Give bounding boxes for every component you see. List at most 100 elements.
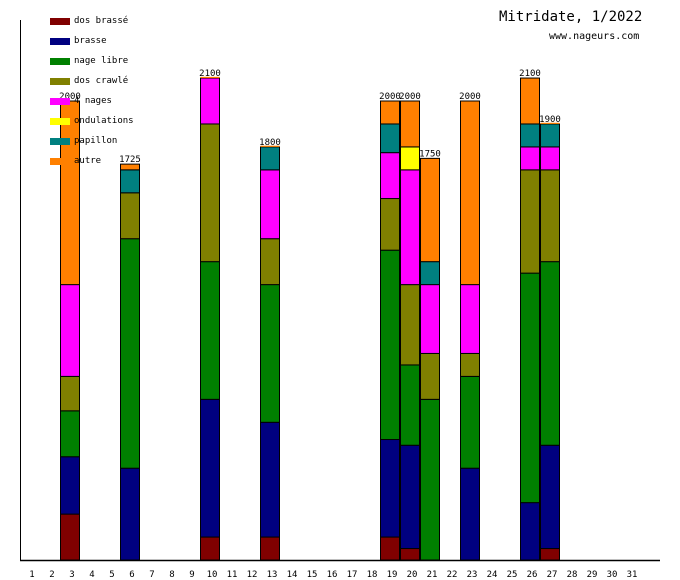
x-tick-label-11: 11 xyxy=(227,570,238,580)
x-tick-label-7: 7 xyxy=(149,570,154,580)
bar-segment-ondulations-day-19 xyxy=(400,146,420,171)
x-tick-label-10: 10 xyxy=(207,570,218,580)
bar-segment-dos-brassé-day-19 xyxy=(400,548,420,561)
bar-segment-nage-libre-day-2 xyxy=(60,410,80,458)
legend-label: autre xyxy=(74,156,102,166)
x-tick-label-29: 29 xyxy=(587,570,598,580)
x-tick-label-31: 31 xyxy=(627,570,638,580)
bars-layer xyxy=(60,76,560,561)
bar-segment-papillon-day-20 xyxy=(420,261,440,286)
bar-segment-brasse-day-18 xyxy=(380,439,400,538)
bar-segment-papillon-day-26 xyxy=(540,123,560,148)
bar-segment-papillon-day-18 xyxy=(380,123,400,154)
bar-segment-nage-libre-day-26 xyxy=(540,261,560,446)
bar-segment-4-nages-day-26 xyxy=(540,146,560,171)
bar-segment-papillon-day-5 xyxy=(120,169,140,194)
bar-segment-dos-crawlé-day-18 xyxy=(380,198,400,251)
bar-segment-nage-libre-day-18 xyxy=(380,249,400,441)
bar-segment-autre-day-20 xyxy=(420,157,440,263)
bar-segment-brasse-day-12 xyxy=(260,421,280,538)
x-tick-label-18: 18 xyxy=(367,570,378,580)
x-tick-label-14: 14 xyxy=(287,570,298,580)
legend-swatch xyxy=(50,138,70,145)
bar-segment-nage-libre-day-25 xyxy=(520,272,540,504)
legend-label: brasse xyxy=(74,36,107,46)
bar-segment-4-nages-day-12 xyxy=(260,169,280,240)
bar-segment-papillon-day-12 xyxy=(260,146,280,171)
bar-segment-dos-crawlé-day-26 xyxy=(540,169,560,263)
bar-segment-4-nages-day-9 xyxy=(200,77,220,125)
total-label-day-26: 1900 xyxy=(539,115,561,125)
bar-segment-autre-day-2 xyxy=(60,100,80,286)
bar-segment-dos-crawlé-day-5 xyxy=(120,192,140,240)
total-label-day-19: 2000 xyxy=(399,92,421,102)
bar-segment-brasse-day-26 xyxy=(540,444,560,550)
bar-segment-dos-crawlé-day-22 xyxy=(460,352,480,377)
total-label-day-5: 1725 xyxy=(119,155,141,165)
x-tick-label-19: 19 xyxy=(387,570,398,580)
bar-segment-nage-libre-day-22 xyxy=(460,375,480,469)
x-tick-label-23: 23 xyxy=(467,570,478,580)
legend-label: papillon xyxy=(74,136,118,146)
x-tick-label-27: 27 xyxy=(547,570,558,580)
bar-segment-dos-crawlé-day-12 xyxy=(260,238,280,286)
total-label-day-2: 2000 xyxy=(59,92,81,102)
legend-swatch xyxy=(50,18,70,25)
bar-segment-dos-crawlé-day-20 xyxy=(420,352,440,400)
bar-segment-dos-brassé-day-2 xyxy=(60,513,80,561)
bar-segment-nage-libre-day-9 xyxy=(200,261,220,400)
bar-segment-brasse-day-2 xyxy=(60,456,80,515)
x-tick-label-22: 22 xyxy=(447,570,458,580)
bar-segment-autre-day-18 xyxy=(380,100,400,125)
bar-segment-dos-crawlé-day-2 xyxy=(60,375,80,412)
x-tick-label-28: 28 xyxy=(567,570,578,580)
bar-segment-dos-crawlé-day-19 xyxy=(400,284,420,366)
total-label-day-18: 2000 xyxy=(379,92,401,102)
total-label-day-25: 2100 xyxy=(519,69,541,79)
x-tick-label-13: 13 xyxy=(267,570,278,580)
bar-segment-4-nages-day-22 xyxy=(460,284,480,354)
bar-segment-4-nages-day-2 xyxy=(60,284,80,377)
x-tick-label-24: 24 xyxy=(487,570,498,580)
total-label-day-20: 1750 xyxy=(419,149,441,159)
bar-segment-autre-day-19 xyxy=(400,100,420,148)
bar-segment-brasse-day-19 xyxy=(400,444,420,550)
bar-segment-dos-crawlé-day-9 xyxy=(200,123,220,263)
bar-segment-4-nages-day-18 xyxy=(380,152,400,200)
bar-segment-nage-libre-day-19 xyxy=(400,364,420,446)
bar-segment-4-nages-day-20 xyxy=(420,284,440,354)
total-label-day-9: 2100 xyxy=(199,69,221,79)
bar-segment-brasse-day-9 xyxy=(200,398,220,538)
bar-segment-dos-brassé-day-12 xyxy=(260,536,280,561)
x-tick-label-16: 16 xyxy=(327,570,338,580)
x-tick-label-4: 4 xyxy=(89,570,94,580)
x-tick-label-2: 2 xyxy=(49,570,54,580)
legend-swatch xyxy=(50,58,70,65)
legend-label: 4 nages xyxy=(74,96,112,106)
bar-segment-nage-libre-day-5 xyxy=(120,238,140,469)
bar-segment-dos-brassé-day-9 xyxy=(200,536,220,561)
legend-label: dos crawlé xyxy=(74,76,129,86)
bar-segment-dos-crawlé-day-25 xyxy=(520,169,540,274)
bar-segment-nage-libre-day-20 xyxy=(420,398,440,561)
x-tick-label-26: 26 xyxy=(527,570,538,580)
x-tick-label-30: 30 xyxy=(607,570,618,580)
bar-segment-autre-day-12 xyxy=(260,145,280,147)
bar-segment-dos-brassé-day-18 xyxy=(380,536,400,561)
x-tick-label-20: 20 xyxy=(407,570,418,580)
bar-segment-autre-day-5 xyxy=(120,163,140,171)
total-label-day-12: 1800 xyxy=(259,138,281,148)
x-tick-label-15: 15 xyxy=(307,570,318,580)
legend-label: nage libre xyxy=(74,56,129,66)
x-tick-label-9: 9 xyxy=(189,570,194,580)
x-tick-label-8: 8 xyxy=(169,570,174,580)
x-tick-label-3: 3 xyxy=(69,570,74,580)
x-tick-label-1: 1 xyxy=(29,570,34,580)
x-tick-label-17: 17 xyxy=(347,570,358,580)
legend-swatch xyxy=(50,38,70,45)
total-label-day-22: 2000 xyxy=(459,92,481,102)
bar-segment-autre-day-26 xyxy=(540,122,560,124)
bar-segment-autre-day-22 xyxy=(460,100,480,286)
